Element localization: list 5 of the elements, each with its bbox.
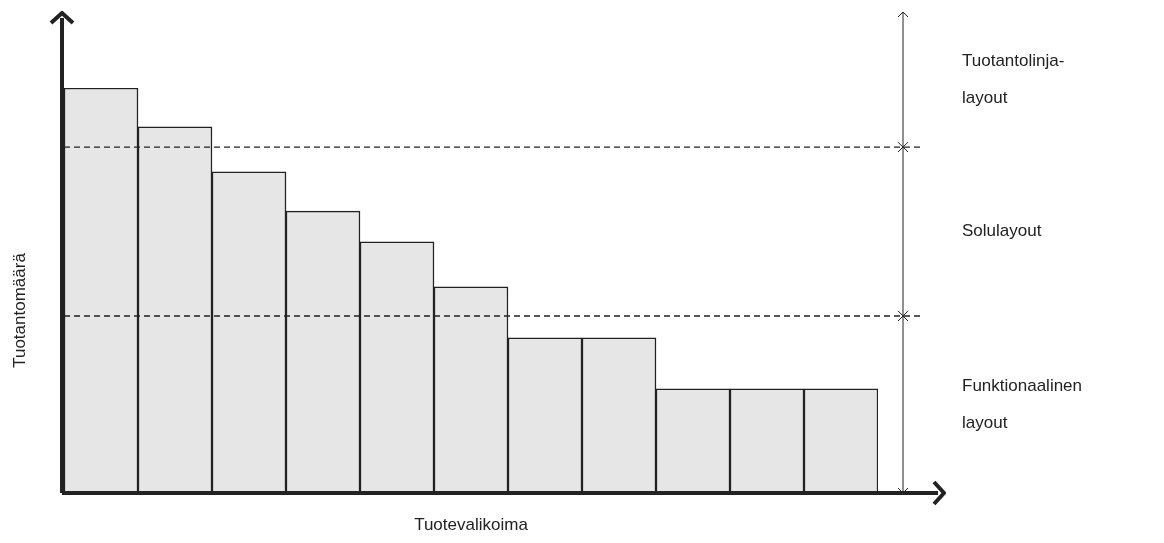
- text: Solulayout: [962, 221, 1042, 241]
- text: Funktionaalinen layout: [962, 375, 1083, 432]
- y-axis-title: Tuotantomäärä: [9, 252, 29, 368]
- x-axis-title: Tuotevalikoima: [414, 514, 529, 534]
- text: Tuotantolinja-layout: [962, 50, 1065, 107]
